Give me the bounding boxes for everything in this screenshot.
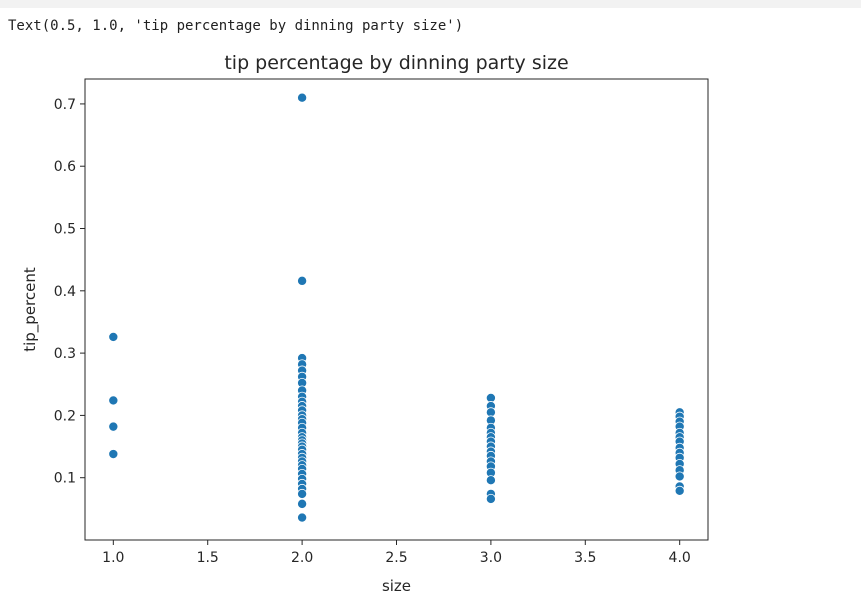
data-point bbox=[485, 493, 496, 504]
data-point bbox=[297, 512, 308, 523]
data-point bbox=[674, 471, 685, 482]
y-tick-label: 0.3 bbox=[54, 346, 76, 362]
data-point bbox=[297, 92, 308, 103]
data-point bbox=[297, 275, 308, 286]
data-point bbox=[108, 395, 119, 406]
data-point bbox=[674, 485, 685, 496]
cell-output-text: Text(0.5, 1.0, 'tip percentage by dinnin… bbox=[8, 18, 464, 34]
data-point bbox=[108, 449, 119, 460]
scatter-points bbox=[108, 92, 685, 523]
x-tick-label: 1.5 bbox=[197, 550, 219, 566]
plot-area-frame bbox=[84, 78, 709, 541]
x-tick-label: 1.0 bbox=[102, 550, 124, 566]
x-tick-label: 2.5 bbox=[385, 550, 407, 566]
x-tick-label: 4.0 bbox=[669, 550, 691, 566]
y-tick-label: 0.2 bbox=[54, 408, 76, 424]
x-tick-label: 3.0 bbox=[480, 550, 502, 566]
y-axis-label: tip_percent bbox=[21, 267, 40, 352]
y-tick-label: 0.7 bbox=[54, 97, 76, 113]
data-point bbox=[297, 498, 308, 509]
data-point bbox=[108, 421, 119, 432]
x-axis-label: size bbox=[382, 577, 411, 595]
data-point bbox=[108, 331, 119, 342]
x-axis-ticks: 1.0 1.5 2.0 2.5 3.0 3.5 4.0 bbox=[102, 540, 691, 566]
x-tick-label: 3.5 bbox=[574, 550, 596, 566]
y-tick-label: 0.4 bbox=[54, 284, 76, 300]
y-axis-ticks: 0.1 0.2 0.3 0.4 0.5 0.6 0.7 bbox=[54, 97, 85, 487]
y-tick-label: 0.5 bbox=[54, 222, 76, 238]
data-point bbox=[485, 475, 496, 486]
y-tick-label: 0.1 bbox=[54, 471, 76, 487]
data-point bbox=[297, 488, 308, 499]
chart-title: tip percentage by dinning party size bbox=[224, 52, 568, 74]
x-tick-label: 2.0 bbox=[291, 550, 313, 566]
y-tick-label: 0.6 bbox=[54, 159, 76, 175]
notebook-cell-top-border bbox=[0, 0, 861, 8]
